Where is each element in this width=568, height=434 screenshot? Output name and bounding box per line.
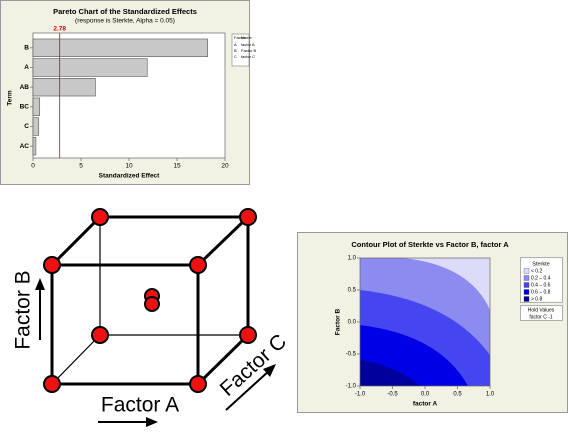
legend-label: 0.4 – 0.6 <box>531 282 551 288</box>
contour-legend-title: Sterkte <box>532 261 549 267</box>
contour-y-label: Factor B <box>335 309 342 336</box>
cube-arrows <box>35 278 276 427</box>
legend-swatch <box>523 289 530 295</box>
cube-point <box>239 326 257 344</box>
legend-label: 0.2 – 0.4 <box>531 275 551 281</box>
y-tick-label: -1.0 <box>346 384 357 390</box>
legend-cell: Factor B <box>241 48 256 53</box>
legend-label: < 0.2 <box>531 268 542 274</box>
contour-title: Contour Plot of Sterkte vs Factor B, fac… <box>351 240 509 249</box>
bar <box>32 78 96 97</box>
legend-label: > 0.8 <box>531 296 542 302</box>
cube-top-face <box>50 215 252 267</box>
legend-cell: A <box>234 42 237 47</box>
y-tick-label: 0.5 <box>348 288 357 294</box>
y-tick-label: -0.5 <box>346 352 357 358</box>
cube-points <box>43 208 257 393</box>
x-tick-label: 20 <box>221 163 229 170</box>
legend-swatch <box>523 268 530 274</box>
cube-point <box>239 208 257 226</box>
x-tick-label: 5 <box>79 163 83 170</box>
pareto-y-label: Term <box>7 90 14 106</box>
legend-header: Factor <box>234 35 246 40</box>
bar <box>32 137 37 156</box>
x-tick-label: 15 <box>173 163 181 170</box>
center-point <box>144 296 160 312</box>
x-tick-label: 1.0 <box>486 392 495 398</box>
y-tick-label: BC <box>20 104 30 111</box>
legend-label: 0.6 – 0.8 <box>531 289 551 295</box>
y-tick-label: B <box>24 45 29 52</box>
factor-a-label: Factor A <box>101 394 179 417</box>
cube-point <box>91 208 109 226</box>
y-tick-label: A <box>24 64 29 71</box>
x-tick-label: -1.0 <box>355 392 366 398</box>
factor-b-label: Factor B <box>12 270 35 349</box>
cube-point <box>189 375 207 393</box>
hold-values-box <box>520 305 563 321</box>
contour-region <box>403 258 490 310</box>
reference-label: 2.78 <box>53 26 66 33</box>
x-tick-label: 0.5 <box>453 392 462 398</box>
legend-cell: B <box>234 48 237 53</box>
legend-swatch <box>523 282 530 288</box>
contour-region <box>360 258 490 355</box>
bar <box>32 97 41 116</box>
cube-point <box>189 256 207 274</box>
bar <box>32 38 209 57</box>
bar <box>32 58 148 77</box>
arrow-c <box>225 369 271 411</box>
bar <box>32 117 40 136</box>
hold-values-title: Hold Values <box>528 307 555 313</box>
y-tick-label: AB <box>20 84 30 91</box>
y-tick-label: AC <box>20 143 30 150</box>
contour-x-label: factor A <box>413 401 438 408</box>
x-tick-label: -0.5 <box>387 392 398 398</box>
contour-regions <box>360 258 490 386</box>
legend-swatch <box>523 296 530 302</box>
y-tick-label: 0.0 <box>348 320 357 326</box>
arrow-head <box>146 417 158 427</box>
cube-point <box>43 375 61 393</box>
legend-cell: C <box>234 54 237 59</box>
legend-cell: factor C <box>241 54 255 59</box>
cube-hidden-edge <box>51 334 101 385</box>
y-tick-label: C <box>24 123 29 130</box>
legend-swatch <box>523 275 530 281</box>
y-tick-label: 1.0 <box>348 256 357 262</box>
x-tick-label: 10 <box>125 163 133 170</box>
legend-header: Name <box>241 35 252 40</box>
pareto-title: Pareto Chart of the Standardized Effects <box>53 7 197 16</box>
arrow-head <box>35 278 45 290</box>
x-tick-label: 0 <box>31 163 35 170</box>
pareto-subtitle: (response is Sterkte, Alpha = 0.05) <box>75 18 175 25</box>
pareto-legend-box <box>231 33 250 67</box>
cube-point <box>91 326 109 344</box>
cube-point <box>43 256 61 274</box>
arrow-head <box>263 364 276 377</box>
pareto-x-label: Standardized Effect <box>99 173 161 180</box>
legend-cell: factor A <box>241 42 255 47</box>
x-tick-label: 0.0 <box>421 392 430 398</box>
hold-values-text: factor C -1 <box>529 314 553 320</box>
